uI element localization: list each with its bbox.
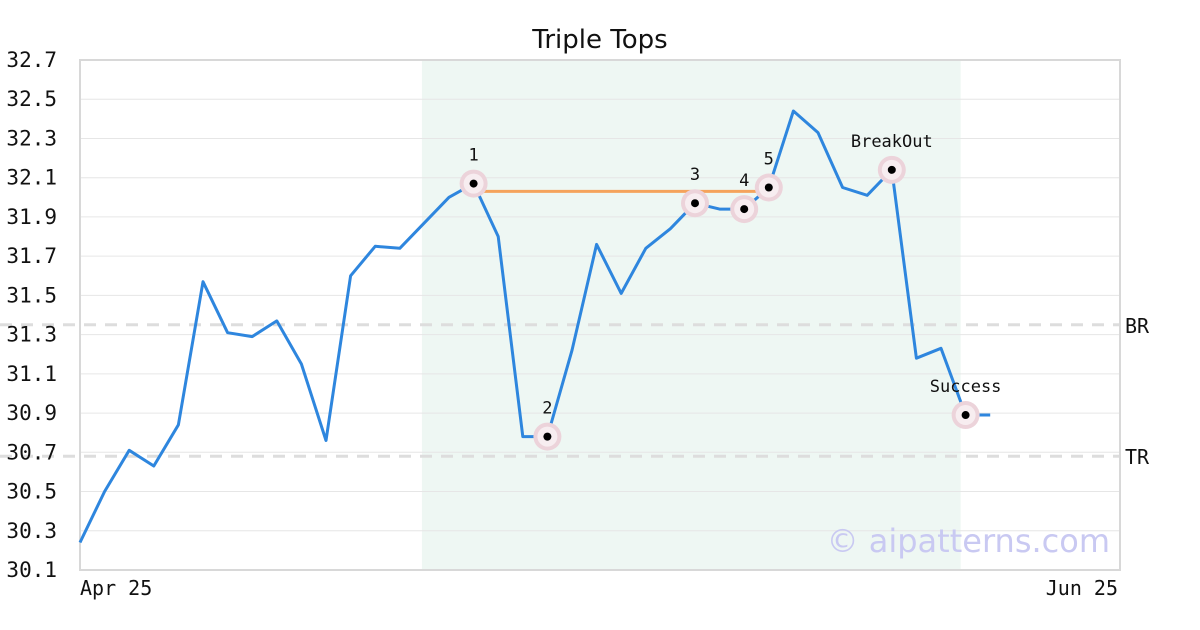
y-tick-label: 31.1 — [6, 362, 57, 386]
data-point — [448, 196, 451, 199]
marker-dot — [740, 205, 749, 214]
chart-title: Triple Tops — [531, 25, 667, 55]
data-point — [767, 186, 770, 189]
annotation-label: 4 — [739, 171, 749, 191]
data-point — [325, 439, 328, 442]
data-point — [989, 414, 992, 417]
data-point — [595, 243, 598, 246]
x-axis-ticks: Apr 25 Jun 25 — [80, 576, 1118, 600]
annotation-label: 1 — [468, 146, 478, 166]
data-point — [349, 274, 352, 277]
gridlines — [80, 59, 1120, 571]
data-point — [792, 110, 795, 113]
data-point — [472, 182, 475, 185]
data-point — [964, 414, 967, 417]
data-point — [374, 245, 377, 248]
annotation-label: 5 — [764, 150, 774, 170]
data-point — [79, 541, 82, 544]
data-point — [718, 208, 721, 211]
data-point — [620, 292, 623, 295]
data-point — [915, 357, 918, 360]
data-point — [571, 349, 574, 352]
marker-dot — [543, 432, 552, 441]
y-tick-label: 31.7 — [6, 244, 57, 268]
y-tick-label: 32.3 — [6, 126, 57, 150]
data-point — [644, 247, 647, 250]
data-point — [940, 347, 943, 350]
y-tick-label: 31.3 — [6, 323, 57, 347]
watermark: © aipatterns.com — [827, 522, 1110, 560]
data-point — [152, 465, 155, 468]
data-point — [497, 235, 500, 238]
data-point — [546, 435, 549, 438]
marker-dot — [887, 165, 896, 174]
data-point — [226, 331, 229, 334]
data-point — [177, 423, 180, 426]
marker-dot — [764, 183, 773, 192]
annotation-label: Success — [930, 377, 1002, 397]
data-point — [669, 227, 672, 230]
data-point — [202, 280, 205, 283]
level-lines: BR TR — [0, 314, 1150, 469]
data-point — [743, 208, 746, 211]
data-point — [275, 319, 278, 322]
data-point — [694, 202, 697, 205]
data-point — [841, 186, 844, 189]
x-tick-label: Apr 25 — [80, 576, 152, 600]
data-point — [128, 449, 131, 452]
y-tick-label: 30.7 — [6, 440, 57, 464]
y-tick-label: 30.3 — [6, 519, 57, 543]
x-tick-label: Jun 25 — [1046, 576, 1118, 600]
data-point — [300, 363, 303, 366]
data-point — [890, 168, 893, 171]
y-tick-label: 30.9 — [6, 401, 57, 425]
y-tick-label: 32.5 — [6, 87, 57, 111]
data-point — [423, 221, 426, 224]
level-label-br: BR — [1125, 314, 1150, 338]
y-tick-label: 31.5 — [6, 283, 57, 307]
y-tick-label: 31.9 — [6, 205, 57, 229]
y-axis-ticks: 32.7 32.5 32.3 32.1 31.9 31.7 31.5 31.3 31.1 30.9… — [6, 48, 57, 582]
marker-dot — [691, 199, 699, 208]
y-tick-label: 32.1 — [6, 166, 57, 190]
data-point — [251, 335, 254, 338]
data-point — [866, 194, 869, 197]
data-point — [103, 490, 106, 493]
marker-dot — [961, 411, 970, 420]
annotation-label: BreakOut — [851, 132, 933, 152]
marker-dot — [469, 179, 478, 188]
annotation-label: 2 — [542, 399, 552, 419]
y-tick-label: 30.1 — [6, 558, 57, 582]
level-label-tr: TR — [1125, 445, 1150, 469]
data-point — [398, 247, 401, 250]
plot-frame — [79, 59, 1121, 571]
data-point — [521, 435, 524, 438]
pattern-markers: 1 2 3 45 BreakOut Success — [459, 132, 1002, 451]
y-tick-label: 30.5 — [6, 480, 57, 504]
annotation-label: 3 — [690, 165, 700, 185]
pattern-region-band — [421, 60, 961, 570]
y-tick-label: 32.7 — [6, 48, 57, 72]
data-point — [817, 131, 820, 134]
